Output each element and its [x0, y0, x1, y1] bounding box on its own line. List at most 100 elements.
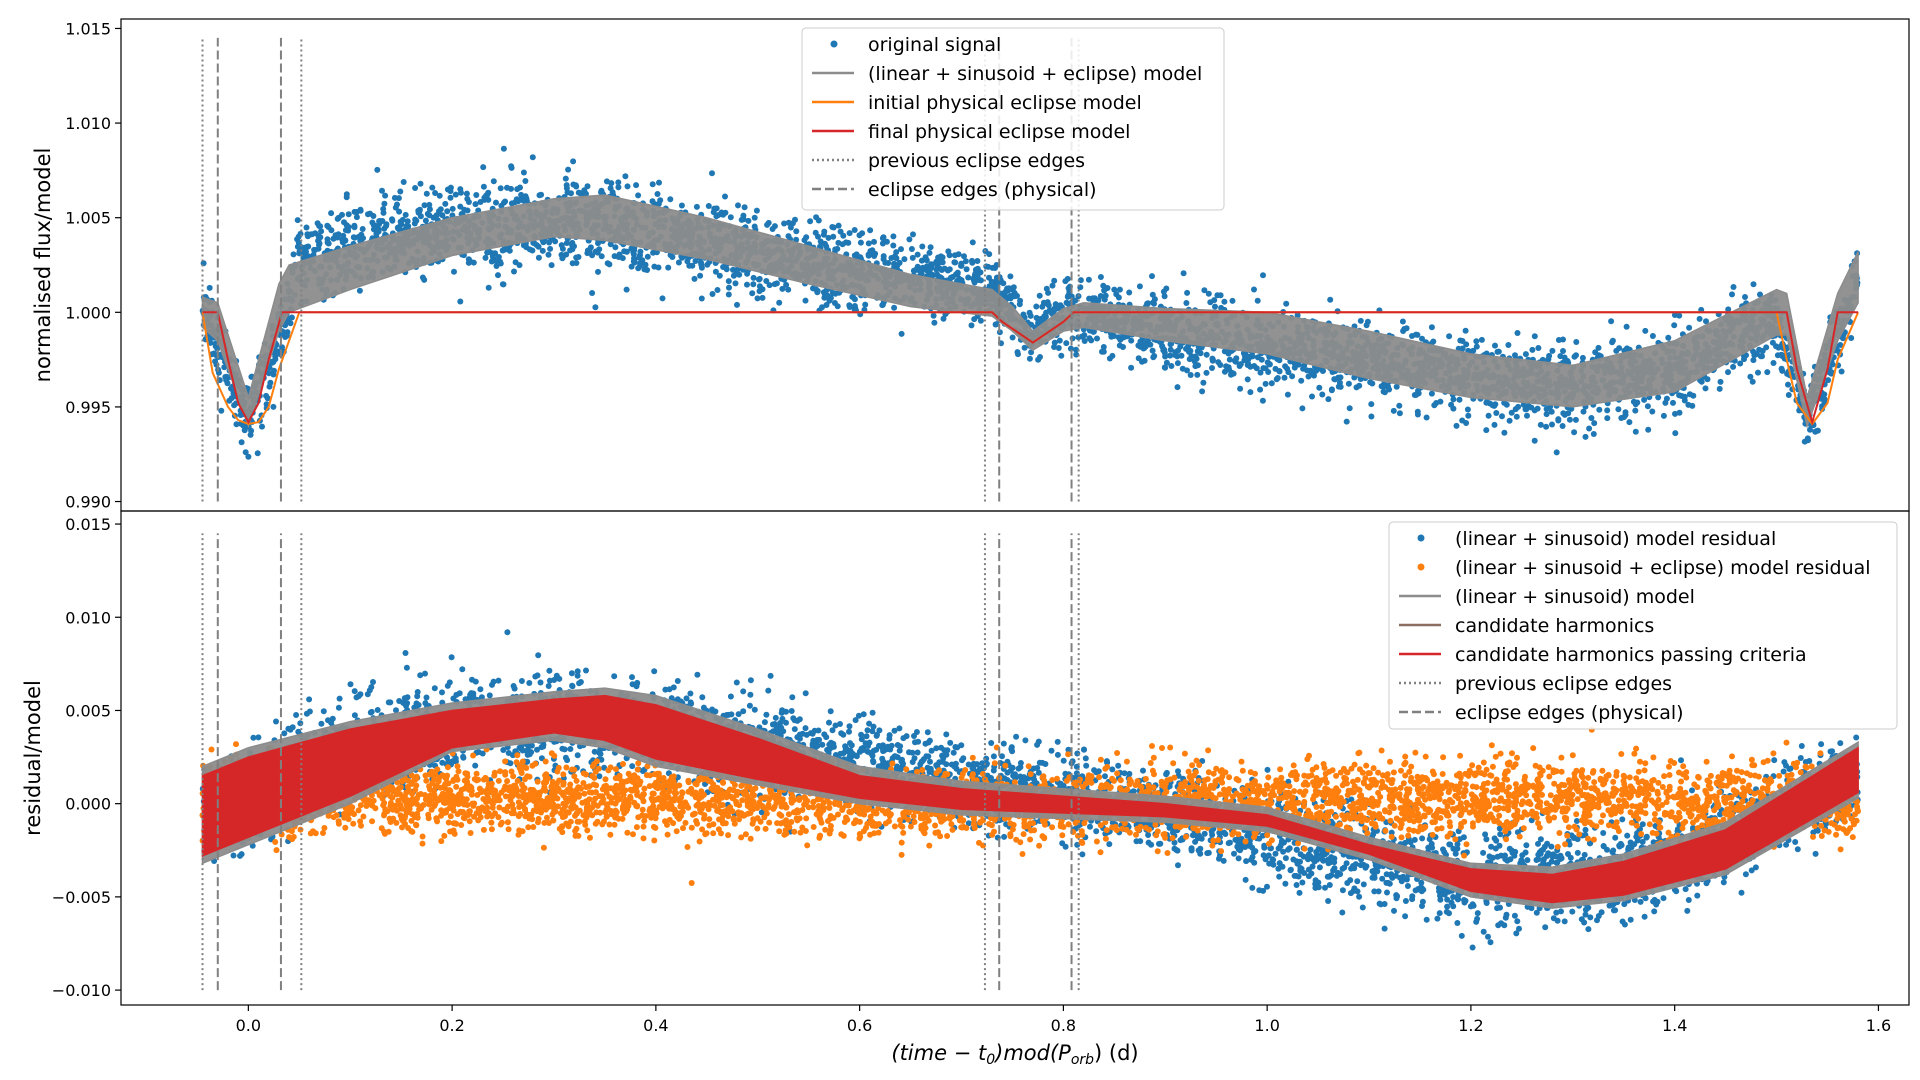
data-point: [535, 243, 542, 250]
data-point: [520, 197, 527, 204]
data-point: [893, 249, 900, 256]
data-point: [1000, 280, 1007, 287]
data-point: [1174, 353, 1181, 360]
data-point: [709, 170, 715, 177]
data-point: [922, 254, 929, 261]
legend-entry: final physical eclipse model: [812, 121, 1130, 143]
data-point: [898, 330, 905, 337]
data-point: [1499, 413, 1505, 420]
data-point: [1778, 365, 1785, 372]
data-point: [419, 274, 426, 281]
data-point: [1485, 412, 1492, 419]
data-point: [1183, 300, 1190, 306]
data-point: [1184, 289, 1191, 296]
data-point: [1681, 393, 1688, 400]
data-point: [1730, 284, 1737, 290]
data-point: [536, 192, 543, 199]
data-point: [429, 184, 436, 191]
data-point: [656, 179, 662, 186]
data-point: [628, 263, 635, 270]
data-point: [1515, 403, 1522, 410]
data-point: [1368, 413, 1375, 420]
data-point: [623, 248, 630, 255]
data-point: [763, 278, 770, 284]
data-point: [537, 679, 544, 686]
data-point: [1327, 296, 1334, 303]
data-point: [930, 312, 937, 319]
data-point: [823, 302, 830, 308]
data-point: [325, 240, 332, 247]
data-point: [1282, 363, 1289, 370]
data-point: [1573, 339, 1580, 345]
data-point: [947, 274, 954, 281]
data-point: [891, 304, 898, 311]
data-point: [1221, 298, 1228, 305]
band-1: [201, 194, 1859, 429]
data-point: [592, 304, 599, 311]
data-point: [725, 291, 732, 298]
data-point: [649, 198, 656, 205]
data-point: [595, 268, 601, 275]
data-point: [1785, 392, 1792, 398]
data-point: [1064, 275, 1071, 282]
data-point: [1453, 422, 1460, 429]
data-point: [1331, 376, 1338, 383]
data-point: [961, 253, 967, 260]
data-point: [598, 253, 605, 260]
data-point: [853, 251, 860, 258]
data-point: [559, 255, 566, 262]
data-point: [254, 450, 261, 457]
data-point: [559, 245, 566, 252]
top-y-axis-label: normalised flux/model: [31, 148, 55, 383]
data-point: [1128, 337, 1135, 344]
data-point: [1086, 295, 1093, 302]
data-point: [1049, 282, 1056, 289]
data-point: [1161, 349, 1168, 356]
data-point: [1757, 353, 1764, 360]
data-point: [1217, 292, 1224, 299]
data-point: [1101, 287, 1108, 294]
data-point: [439, 212, 446, 219]
data-point: [867, 227, 874, 234]
data-point: [381, 200, 388, 207]
data-point: [439, 689, 445, 696]
data-point: [1048, 310, 1055, 317]
data-point: [470, 259, 477, 266]
data-point: [328, 227, 335, 234]
data-point: [1580, 408, 1587, 415]
data-point: [1149, 291, 1156, 298]
data-point: [745, 217, 752, 224]
data-point: [1101, 296, 1108, 303]
data-point: [200, 260, 207, 267]
data-point: [1065, 285, 1072, 292]
data-point: [712, 268, 719, 275]
data-point: [603, 178, 610, 185]
data-point: [223, 377, 230, 384]
data-point: [734, 301, 740, 308]
data-point: [218, 407, 225, 414]
data-point: [472, 201, 479, 208]
data-point: [654, 191, 661, 197]
data-point: [764, 221, 771, 228]
data-point: [1672, 430, 1679, 437]
data-point: [1064, 293, 1071, 300]
data-point: [968, 322, 975, 329]
data-point: [272, 356, 279, 363]
data-point: [1111, 286, 1118, 293]
data-point: [568, 190, 574, 197]
data-point: [835, 239, 842, 246]
data-point: [458, 189, 464, 196]
data-point: [941, 265, 948, 272]
data-point: [493, 263, 500, 269]
data-point: [226, 397, 233, 404]
data-point: [1470, 347, 1477, 354]
data-point: [856, 232, 863, 239]
data-point: [1257, 386, 1264, 393]
data-point: [659, 295, 666, 302]
data-point: [1009, 334, 1016, 341]
data-point: [488, 258, 495, 265]
data-point: [1609, 337, 1616, 344]
legend-entry: previous eclipse edges: [812, 150, 1085, 172]
data-point: [974, 265, 981, 272]
data-point: [1011, 293, 1018, 300]
